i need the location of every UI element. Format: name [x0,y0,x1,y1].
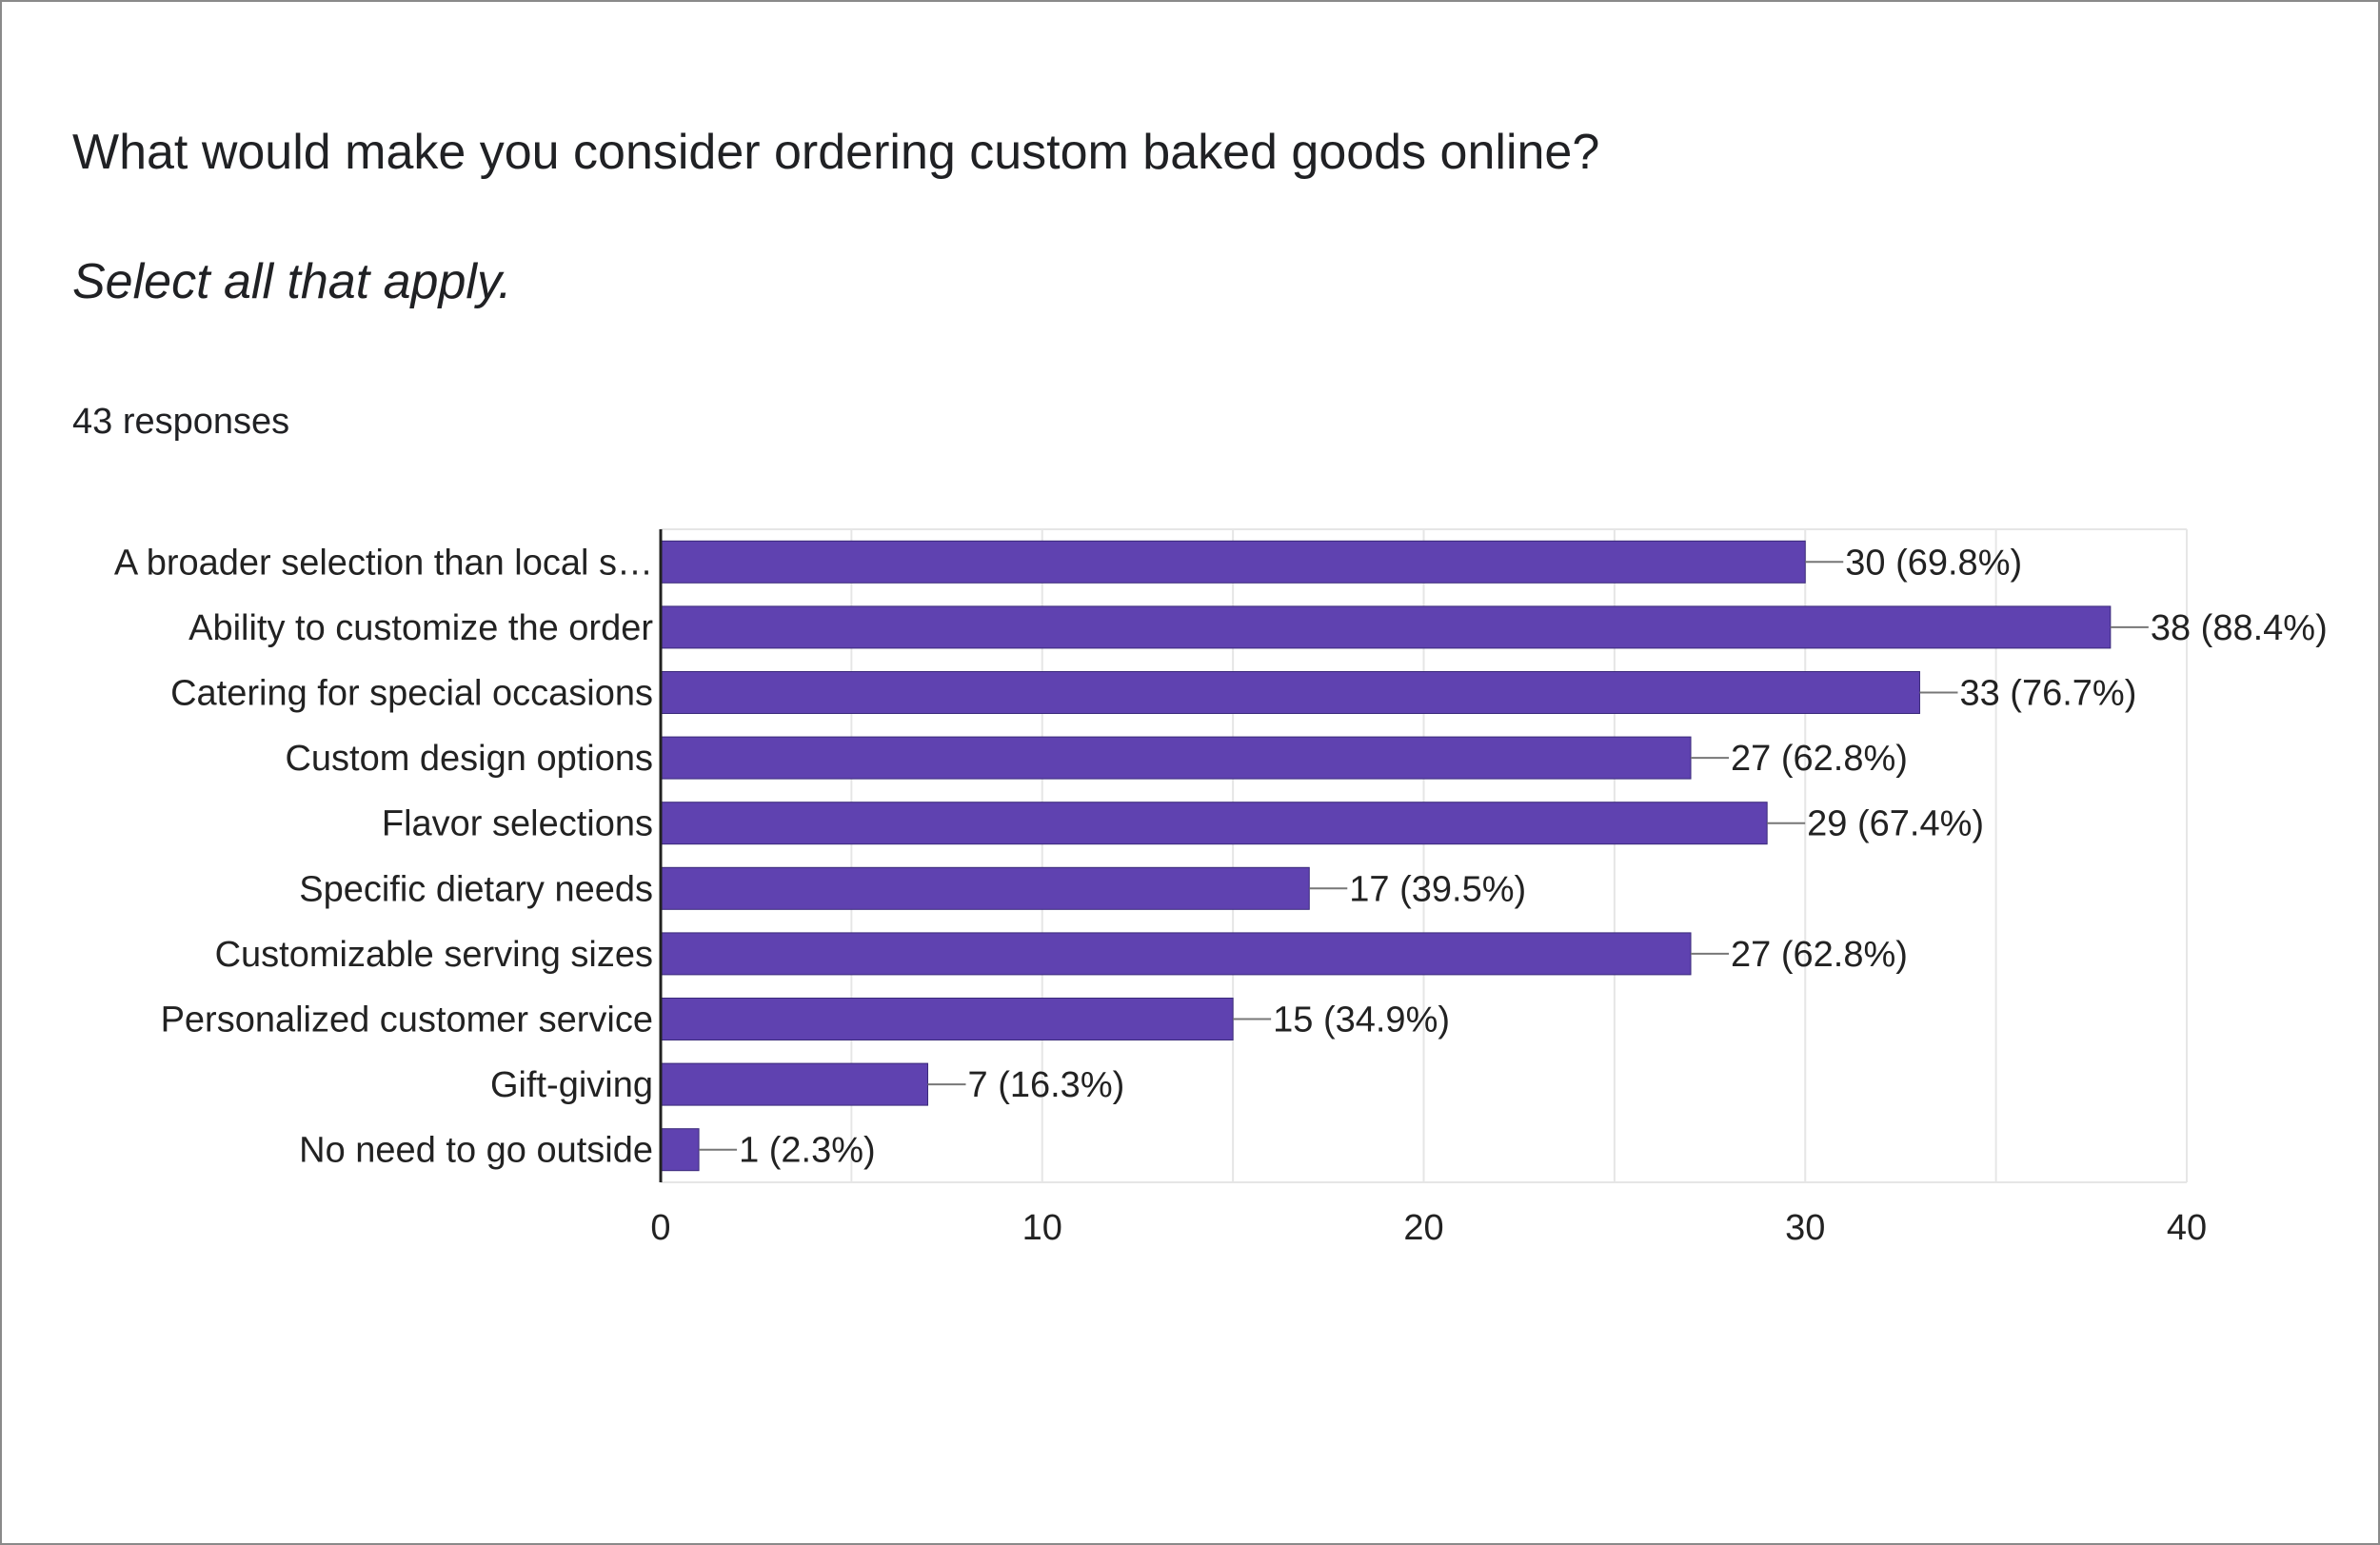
bar [660,1128,700,1172]
response-count: 43 responses [72,402,290,442]
value-label: 1 (2.3%) [739,1131,876,1171]
category-label: Custom design options [285,739,653,779]
value-label: 7 (16.3%) [968,1065,1125,1105]
value-label: 30 (69.8%) [1845,543,2022,583]
bar [660,540,1806,584]
x-tick-label: 0 [650,1208,670,1248]
category-label: Flavor selections [382,804,653,844]
category-label: Specific dietary needs [299,869,653,909]
category-label: Catering for special occasions [170,674,653,714]
x-tick-label: 30 [1785,1208,1825,1248]
bar [660,932,1692,976]
question-title: What would make you consider ordering cu… [72,125,1600,180]
value-label: 29 (67.4%) [1807,804,1984,844]
category-label: Customizable serving sizes [215,935,653,975]
value-label: 15 (34.9%) [1273,1000,1450,1040]
question-subtitle: Select all that apply. [72,254,512,309]
bar [660,671,1920,714]
x-tick-label: 40 [2167,1208,2207,1248]
category-label: Personalized customer service [161,1000,653,1040]
x-tick-label: 20 [1403,1208,1443,1248]
bar [660,1062,929,1106]
category-label: Gift-giving [490,1065,653,1105]
bar [660,802,1768,845]
bar [660,736,1692,780]
value-label: 38 (88.4%) [2151,608,2328,648]
category-label: No need to go outside [299,1131,653,1171]
value-label: 17 (39.5%) [1349,869,1526,909]
x-tick-label: 10 [1022,1208,1062,1248]
category-label: Ability to customize the order [188,608,653,648]
value-label: 33 (76.7%) [1959,674,2136,714]
value-label: 27 (62.8%) [1731,935,1908,975]
bar [660,866,1310,910]
category-label: A broader selection than local s… [114,543,653,583]
bar [660,998,1234,1040]
bar [660,605,2112,649]
value-label: 27 (62.8%) [1731,739,1908,779]
